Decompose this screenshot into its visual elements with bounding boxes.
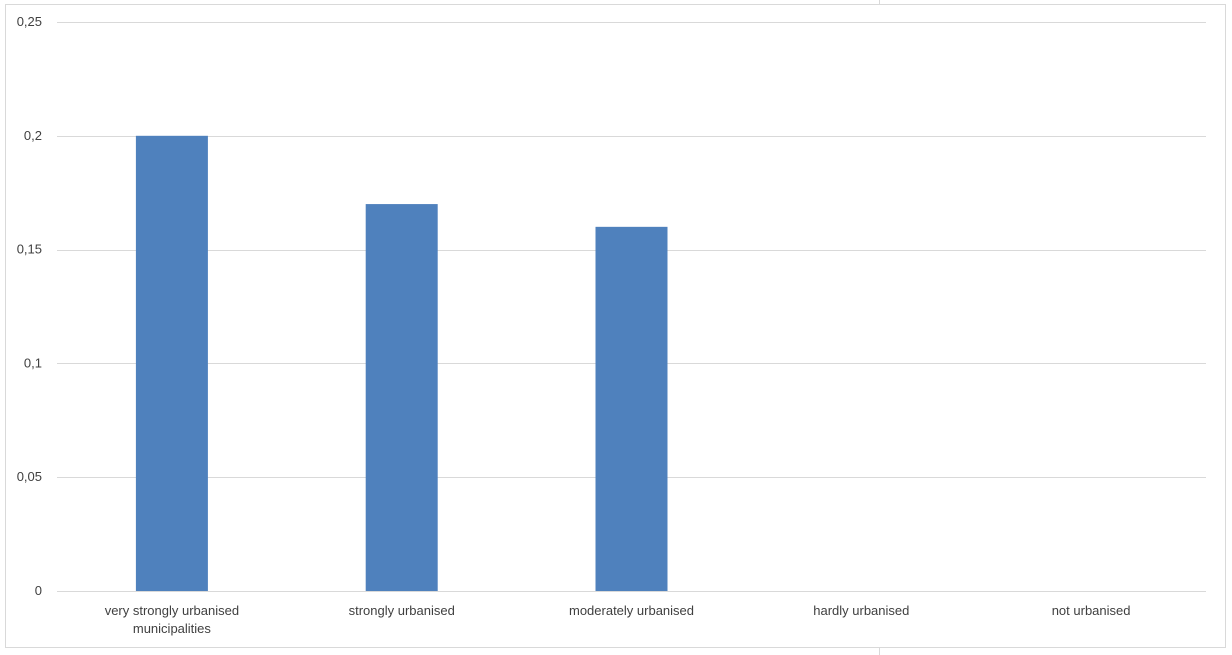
x-category-label-line: very strongly urbanised xyxy=(105,603,239,618)
x-category-label-line: municipalities xyxy=(133,621,212,636)
y-tick-label: 0,25 xyxy=(17,14,42,29)
bars xyxy=(135,135,668,592)
bar[interactable] xyxy=(365,204,438,591)
x-category-label-line: strongly urbanised xyxy=(349,603,455,618)
bar[interactable] xyxy=(135,135,208,592)
y-axis-tick-labels: 0 0,05 0,1 0,15 0,2 0,25 xyxy=(17,14,42,598)
x-category-label: moderately urbanised xyxy=(569,603,694,618)
x-category-label: not urbanised xyxy=(1052,603,1131,618)
x-category-label-line: hardly urbanised xyxy=(813,603,909,618)
x-axis-category-labels: very strongly urbanised municipalities str… xyxy=(105,603,1131,636)
x-category-label: hardly urbanised xyxy=(813,603,909,618)
x-category-label-line: not urbanised xyxy=(1052,603,1131,618)
y-tick-label: 0,05 xyxy=(17,469,42,484)
x-category-label-line: moderately urbanised xyxy=(569,603,694,618)
y-tick-label: 0,1 xyxy=(24,355,42,370)
y-tick-label: 0 xyxy=(35,583,42,598)
x-category-label: strongly urbanised xyxy=(349,603,455,618)
y-tick-label: 0,2 xyxy=(24,128,42,143)
x-category-label: very strongly urbanised municipalities xyxy=(105,603,239,636)
bar[interactable] xyxy=(595,226,668,591)
y-tick-label: 0,15 xyxy=(17,242,42,257)
